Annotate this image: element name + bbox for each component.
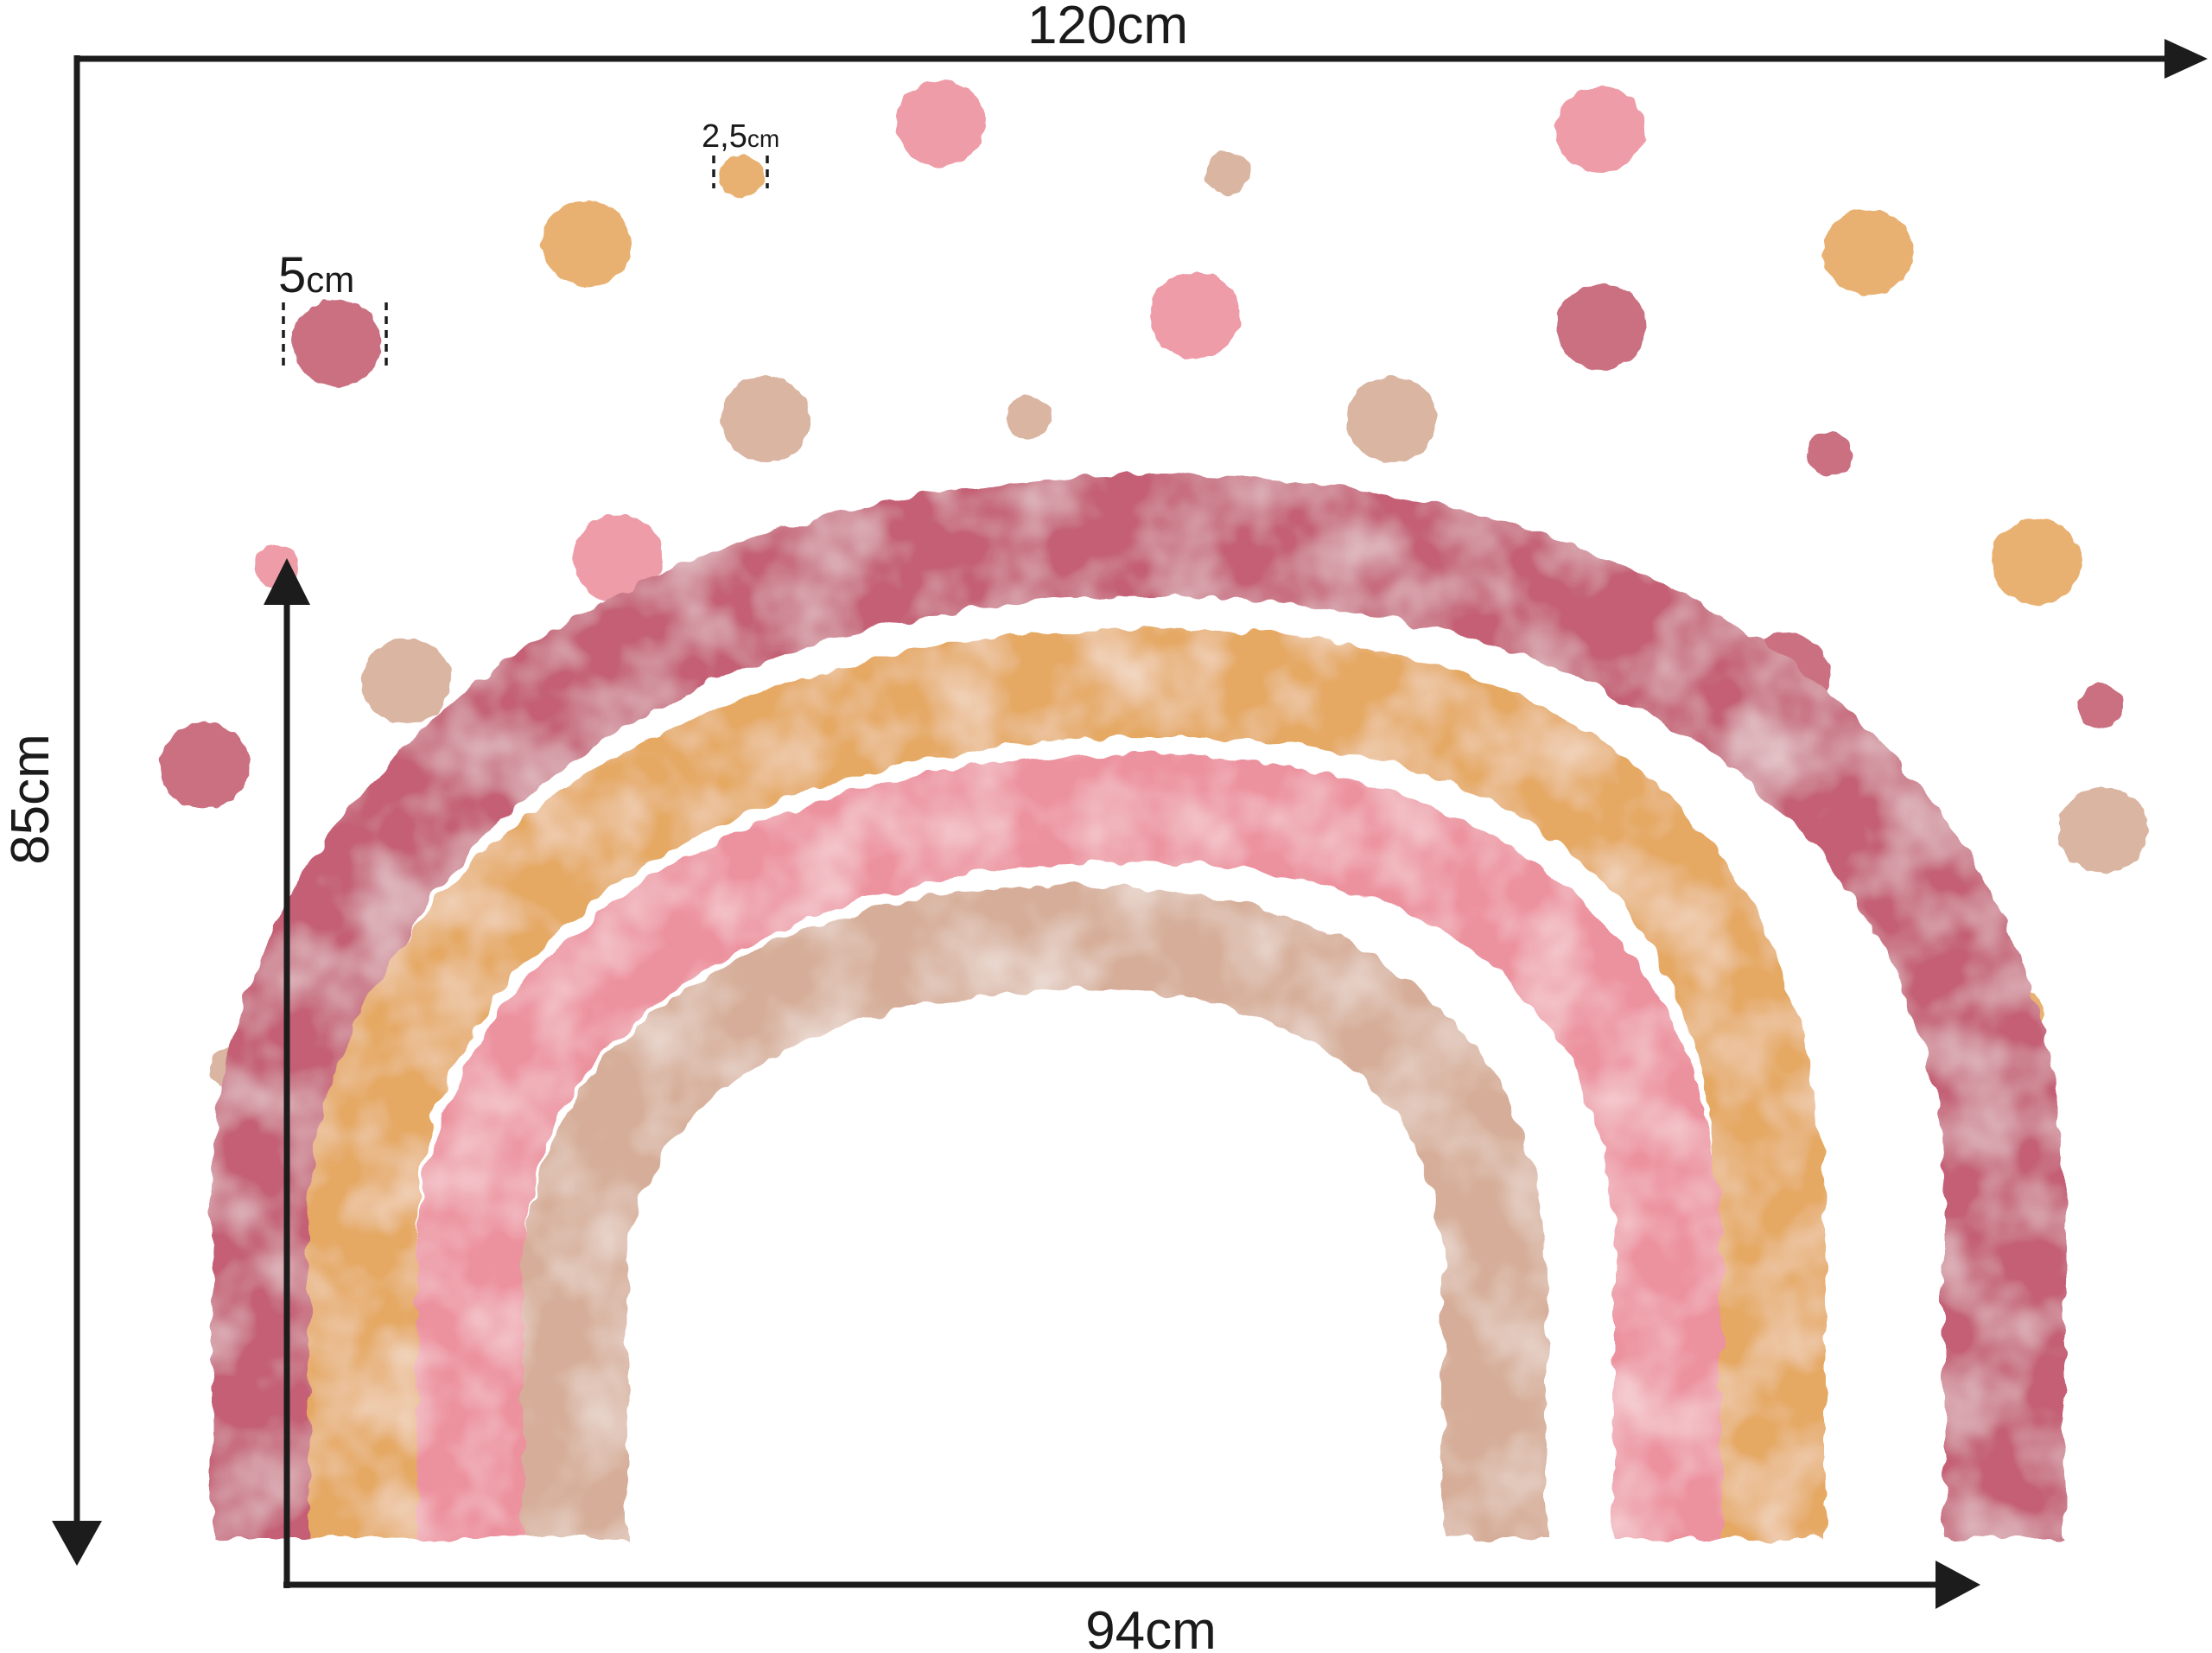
dot-pink [573,515,663,601]
dot-mustard [542,200,632,287]
dot-beige [2058,787,2148,874]
small-dot-size-unit: cm [747,125,779,152]
dimension-lines [52,39,2208,1609]
total-width-label: 120cm [1027,0,1188,55]
height-total-arrowhead [52,1521,102,1566]
large-dot-size-unit: cm [306,259,354,300]
rainbow [212,474,2065,1538]
large-dot-size-label: 5cm [278,247,354,303]
large-dot-size-number: 5 [278,247,306,303]
dot-raspberry [160,722,250,809]
dot-raspberry [2077,684,2122,728]
dot-beige [1007,396,1052,439]
dot-beige [721,376,810,462]
dot-mustard [719,155,764,198]
dot-pink [896,80,986,167]
dot-raspberry [292,300,382,386]
rainbow-band-outer [212,474,2065,1538]
width-total-arrowhead [2164,39,2208,79]
small-dot-size-number: 2,5 [702,118,747,155]
rainbow-height-arrowhead [264,558,310,605]
rainbow-width-label: 94cm [1085,1601,1217,1653]
dot-beige [1205,151,1250,194]
dot-mustard [1991,518,2081,605]
total-height-label: 85cm [1,734,60,865]
dot-beige [1347,376,1437,462]
small-dot-size-label: 2,5cm [702,118,779,155]
dot-size-guides [282,156,769,372]
dot-pink [1555,86,1645,173]
rainbow-band-inner [523,885,1547,1538]
dot-beige [361,638,451,724]
rainbow-band-second [308,628,1826,1538]
dot-mustard [1823,209,1913,296]
dot-raspberry [1807,433,1852,476]
rainbow-width-arrowhead [1936,1561,1980,1609]
rainbow-band-third [416,753,1722,1538]
dot-raspberry [1556,283,1646,370]
dot-pink [1150,272,1240,359]
